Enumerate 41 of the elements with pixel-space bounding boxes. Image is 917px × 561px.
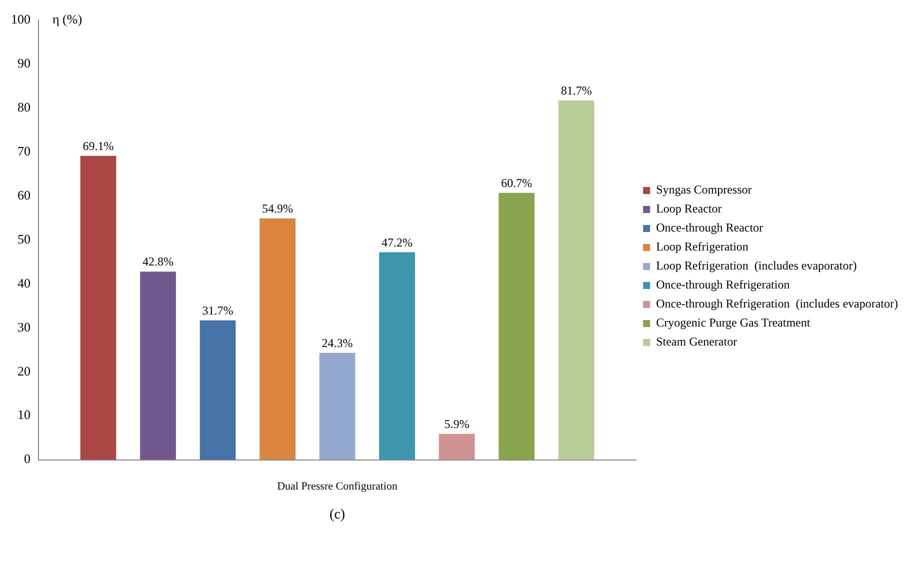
y-tick-label: 50 [18,231,30,246]
bar [558,100,594,460]
data-label: 5.9% [444,417,470,432]
y-tick-label: 100 [11,11,30,26]
bar [498,192,535,460]
y-tick-label: 80 [18,99,30,114]
text: (c) [330,507,346,522]
data-label: 60.7% [501,176,532,190]
bar [200,320,236,460]
bar [80,156,116,460]
bar [319,352,356,460]
y-tick-label: 10 [18,407,30,422]
x-tick-label: Dual Pressre Configuration [277,480,398,492]
y-tick-label: 20 [18,363,30,378]
data-label: 69.1% [82,139,114,154]
y-tick-label: 30 [18,319,30,334]
y-axis-title: η (%) [52,11,82,26]
legend-label: Once-through Reactor [656,220,764,235]
data-label: 31.7% [202,304,234,318]
legend-label: Cryogenic Purge Gas Treatment [656,316,811,330]
data-label: 81.7% [560,84,592,98]
legend-label: Loop Refrigeration (includes evaporator) [656,258,857,273]
y-tick-label: 90 [18,55,30,70]
data-label: 54.9% [262,202,294,216]
legend-label: Loop Refrigeration [656,240,748,254]
y-tick-label: 60 [18,187,30,202]
legend-label: Syngas Compressor [656,182,752,197]
y-tick-label: 0 [24,451,30,466]
bar [140,272,176,460]
data-label: 24.3% [322,336,353,350]
legend-label: Once-through Refrigeration [656,278,790,292]
legend-label: Loop Reactor [656,202,722,216]
y-tick-label: 40 [18,275,30,290]
data-label: 42.8% [142,254,174,269]
bar [438,434,475,460]
legend-label: Steam Generator [656,334,738,349]
legend-label: Once-through Refrigeration (includes evaporator) [656,296,898,311]
data-label: 47.2% [382,235,413,250]
bar [260,218,296,460]
bar [379,252,415,460]
y-tick-label: 70 [18,143,30,158]
